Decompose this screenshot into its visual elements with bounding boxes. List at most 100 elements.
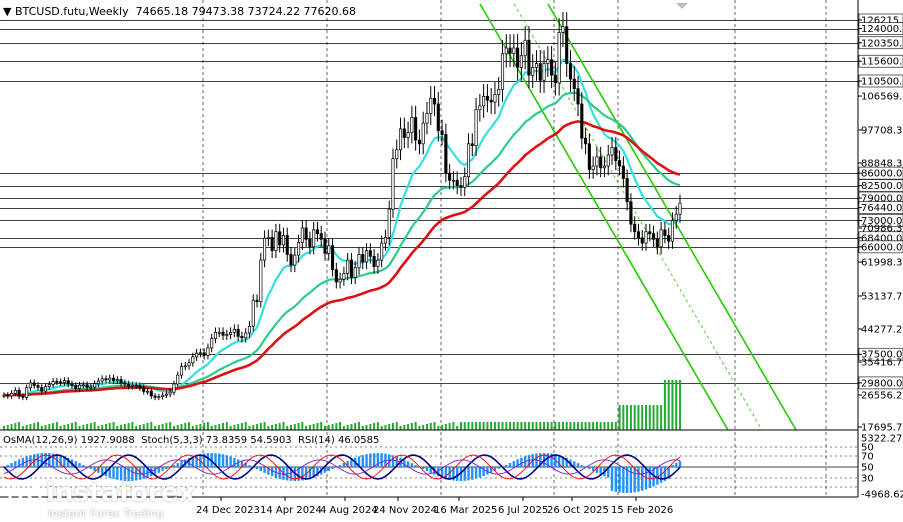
volume-bar [324, 426, 327, 430]
osma-bar [17, 459, 21, 467]
symbol-label: BTCUSD.futu,Weekly [14, 5, 129, 18]
volume-bar [55, 422, 58, 430]
osma-bar [233, 457, 236, 467]
candle-body [43, 386, 48, 392]
volume-bar [554, 422, 557, 430]
volume-bar [290, 425, 293, 430]
volume-bar [252, 425, 255, 430]
volume-bar [327, 425, 330, 430]
candle-body [421, 122, 425, 145]
osma-bar [452, 467, 455, 481]
osma-bar [478, 467, 482, 478]
candle-body [289, 254, 293, 266]
volume-bar [93, 422, 96, 430]
osma-bar [346, 461, 349, 467]
candle-body [550, 59, 554, 76]
rsi-line [3, 459, 681, 475]
volume-bar [316, 423, 319, 430]
candle-body [164, 393, 168, 396]
volume-bar [512, 422, 515, 430]
candle-body [497, 89, 501, 95]
osma-bar [153, 467, 157, 475]
candle-body [270, 237, 274, 251]
candle-body [195, 352, 199, 358]
volume-bar [418, 426, 421, 430]
candle-body [85, 384, 89, 388]
volume-bar [63, 425, 66, 430]
volume-bar [463, 422, 466, 430]
scroll-marker-icon[interactable] [676, 3, 688, 9]
osma-bar [172, 464, 176, 467]
osma-bar [599, 467, 602, 475]
indicator-axis-label: 30 [861, 474, 874, 485]
volume-bar [184, 423, 187, 430]
volume-bar [648, 405, 651, 430]
osma-bar [63, 456, 66, 467]
candle-body [55, 381, 59, 383]
volume-bar [233, 425, 236, 430]
volume-bar [361, 426, 364, 430]
volume-bar [546, 422, 549, 430]
candle-body [153, 395, 157, 398]
candle-body [640, 237, 644, 244]
candle-body [587, 143, 591, 170]
candle-body [633, 223, 637, 233]
volume-bar [550, 422, 553, 430]
osma-bar [637, 467, 640, 492]
volume-bar [509, 422, 512, 430]
candle-body [259, 259, 263, 303]
candle-body [387, 208, 391, 238]
candle-body [119, 379, 123, 384]
volume-bar [516, 422, 519, 430]
volume-bar [33, 423, 36, 430]
price-label: 86000.00 [861, 169, 903, 180]
candle-body [179, 366, 184, 376]
volume-bar [663, 380, 666, 430]
osma-bar [21, 457, 25, 467]
volume-bar [482, 422, 485, 430]
candle-body [247, 325, 252, 334]
candle-body [297, 241, 301, 256]
osma-bar [89, 467, 93, 470]
volume-bar [214, 425, 217, 430]
stoch-signal-line [3, 454, 681, 480]
osma-bar [633, 467, 636, 493]
candle-body [130, 384, 134, 387]
volume-bar [312, 424, 315, 430]
volume-bar [599, 422, 602, 430]
osma-bar [157, 467, 161, 473]
volume-bar [369, 424, 372, 430]
osma-bar [100, 467, 104, 475]
osma-bar [591, 467, 595, 472]
volume-bar [395, 422, 398, 430]
volume-bar [437, 426, 440, 430]
candle-body [293, 254, 297, 266]
volume-bar [565, 422, 568, 430]
osma-bar [248, 465, 251, 467]
candle-body [217, 331, 221, 334]
price-label: 120350.00 [861, 38, 903, 49]
collapse-icon[interactable]: ▼ [3, 5, 15, 18]
volume-bar [588, 422, 591, 430]
ohlc-values: 74665.18 79473.38 73724.22 77620.68 [135, 5, 357, 18]
candle-body [221, 331, 225, 336]
osma-bar [93, 467, 96, 471]
volume-bar [301, 422, 304, 430]
candle-body [674, 213, 678, 221]
volume-bar [165, 423, 168, 430]
volume-bar [36, 422, 39, 430]
osma-bar [323, 467, 327, 473]
osma-bar [338, 464, 342, 467]
volume-bar [78, 426, 81, 430]
volume-bar [335, 423, 338, 430]
volume-bar [467, 422, 470, 430]
osma-bar [263, 467, 266, 473]
volume-bar [452, 422, 455, 430]
volume-bar [410, 423, 413, 430]
candle-body [300, 227, 304, 243]
volume-bar [225, 422, 228, 430]
volume-bar [422, 425, 425, 430]
volume-bar [543, 422, 546, 430]
candle-body [183, 365, 187, 368]
